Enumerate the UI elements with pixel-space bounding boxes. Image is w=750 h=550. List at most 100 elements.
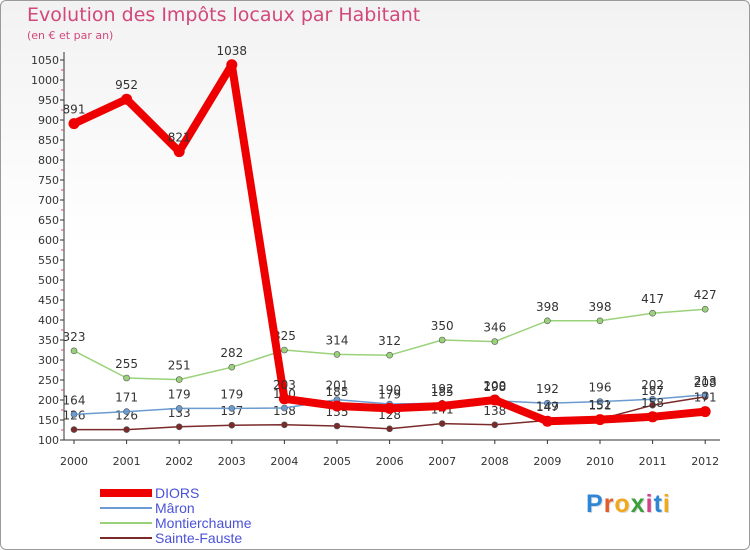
point-montierchaume xyxy=(491,338,499,345)
point-m-ron xyxy=(175,405,183,412)
data-label-m-ron: 192 xyxy=(431,382,454,396)
y-tick-label: 150 xyxy=(38,414,59,427)
y-tick-label: 350 xyxy=(38,334,59,347)
data-label-m-ron: 164 xyxy=(63,393,86,407)
legend-swatch xyxy=(100,522,152,524)
legend-swatch xyxy=(100,537,152,539)
point-montierchaume xyxy=(228,363,236,371)
data-label-sainte-fauste: 208 xyxy=(694,376,717,390)
data-label-montierchaume: 350 xyxy=(431,319,454,333)
data-label-sainte-fauste: 187 xyxy=(641,384,664,398)
point-sainte-fauste xyxy=(386,425,393,433)
data-label-m-ron: 213 xyxy=(694,374,717,388)
point-diors xyxy=(226,59,238,71)
data-label-m-ron: 179 xyxy=(220,387,243,401)
data-label-diors: 821 xyxy=(168,131,191,145)
data-label-montierchaume: 255 xyxy=(115,357,138,371)
data-label-diors: 147 xyxy=(536,400,559,414)
data-label-m-ron: 198 xyxy=(483,380,506,394)
data-label-diors: 185 xyxy=(431,385,454,399)
point-m-ron xyxy=(596,398,604,405)
x-tick-label: 2000 xyxy=(60,455,88,468)
x-tick-label: 2012 xyxy=(691,455,719,468)
point-montierchaume xyxy=(333,351,341,358)
point-diors xyxy=(278,393,290,405)
y-tick-label: 400 xyxy=(38,314,59,327)
line-chart: 100 150 200 250 300 350 400 450 500 550 600 650 700 7… xyxy=(31,44,720,468)
point-montierchaume xyxy=(544,317,551,325)
logo-letter: o xyxy=(614,490,631,518)
y-tick-label: 300 xyxy=(38,354,59,367)
point-m-ron xyxy=(281,404,288,412)
data-label-diors: 171 xyxy=(694,391,717,405)
point-diors xyxy=(699,406,711,418)
point-m-ron xyxy=(701,391,709,399)
point-montierchaume xyxy=(596,317,604,325)
y-tick-label: 950 xyxy=(38,94,59,107)
data-label-montierchaume: 398 xyxy=(589,300,612,314)
chart-title: Evolution des Impôts locaux par Habitant xyxy=(27,4,421,26)
y-tick-label: 1050 xyxy=(31,54,59,67)
logo-letter: r xyxy=(603,490,615,518)
point-montierchaume xyxy=(386,351,393,359)
x-tick-label: 2007 xyxy=(428,455,456,468)
point-diors xyxy=(68,118,80,130)
y-tick-label: 700 xyxy=(38,194,59,207)
x-tick-label: 2005 xyxy=(323,455,351,468)
data-label-diors: 151 xyxy=(589,399,612,413)
x-tick-label: 2004 xyxy=(270,455,298,468)
logo-letter: i xyxy=(662,490,671,518)
x-tick-label: 2010 xyxy=(586,455,614,468)
point-sainte-fauste xyxy=(228,421,236,429)
point-m-ron xyxy=(544,399,551,407)
x-tick-label: 2006 xyxy=(376,455,404,468)
data-label-montierchaume: 323 xyxy=(63,330,86,344)
x-tick-label: 2009 xyxy=(533,455,561,468)
data-label-m-ron: 171 xyxy=(115,391,138,405)
data-label-m-ron: 190 xyxy=(378,383,401,397)
y-tick-label: 200 xyxy=(38,394,59,407)
proxiti-logo: Proxiti xyxy=(586,490,671,519)
point-diors xyxy=(436,400,448,412)
y-tick-label: 500 xyxy=(38,274,59,287)
point-diors xyxy=(331,400,343,412)
point-sainte-fauste xyxy=(438,420,446,427)
point-diors xyxy=(121,93,133,105)
point-montierchaume xyxy=(175,376,183,383)
y-tick-label: 450 xyxy=(38,294,59,307)
data-label-montierchaume: 312 xyxy=(378,334,401,348)
point-diors xyxy=(489,394,501,406)
y-tick-label: 800 xyxy=(38,154,59,167)
data-label-m-ron: 196 xyxy=(589,381,612,395)
data-label-m-ron: 179 xyxy=(168,387,191,401)
y-tick-label: 250 xyxy=(38,374,59,387)
point-sainte-fauste xyxy=(70,426,78,433)
point-diors xyxy=(173,146,185,158)
legend-label: Montierchaume xyxy=(155,515,252,531)
data-label-diors: 158 xyxy=(641,396,664,410)
point-montierchaume xyxy=(649,309,656,317)
data-label-montierchaume: 398 xyxy=(536,300,559,314)
point-m-ron xyxy=(70,411,78,418)
point-montierchaume xyxy=(701,305,709,313)
point-sainte-fauste xyxy=(123,426,130,433)
y-tick-label: 750 xyxy=(38,174,59,187)
data-label-diors: 179 xyxy=(378,387,401,401)
data-label-diors: 185 xyxy=(326,385,349,399)
logo-letter: P xyxy=(586,490,604,518)
legend-swatch xyxy=(100,489,152,497)
x-tick-label: 2003 xyxy=(218,455,246,468)
data-label-montierchaume: 346 xyxy=(483,321,506,335)
point-montierchaume xyxy=(70,347,78,355)
legend-swatch xyxy=(100,507,152,509)
point-montierchaume xyxy=(438,336,446,344)
data-label-m-ron: 192 xyxy=(536,382,559,396)
y-tick-label: 650 xyxy=(38,214,59,227)
data-label-diors: 891 xyxy=(63,103,86,117)
data-label-montierchaume: 314 xyxy=(326,333,349,347)
chart-subtitle: (en € et par an) xyxy=(27,29,114,42)
point-sainte-fauste xyxy=(281,421,288,429)
x-tick-label: 2008 xyxy=(481,455,509,468)
point-sainte-fauste xyxy=(333,422,341,430)
